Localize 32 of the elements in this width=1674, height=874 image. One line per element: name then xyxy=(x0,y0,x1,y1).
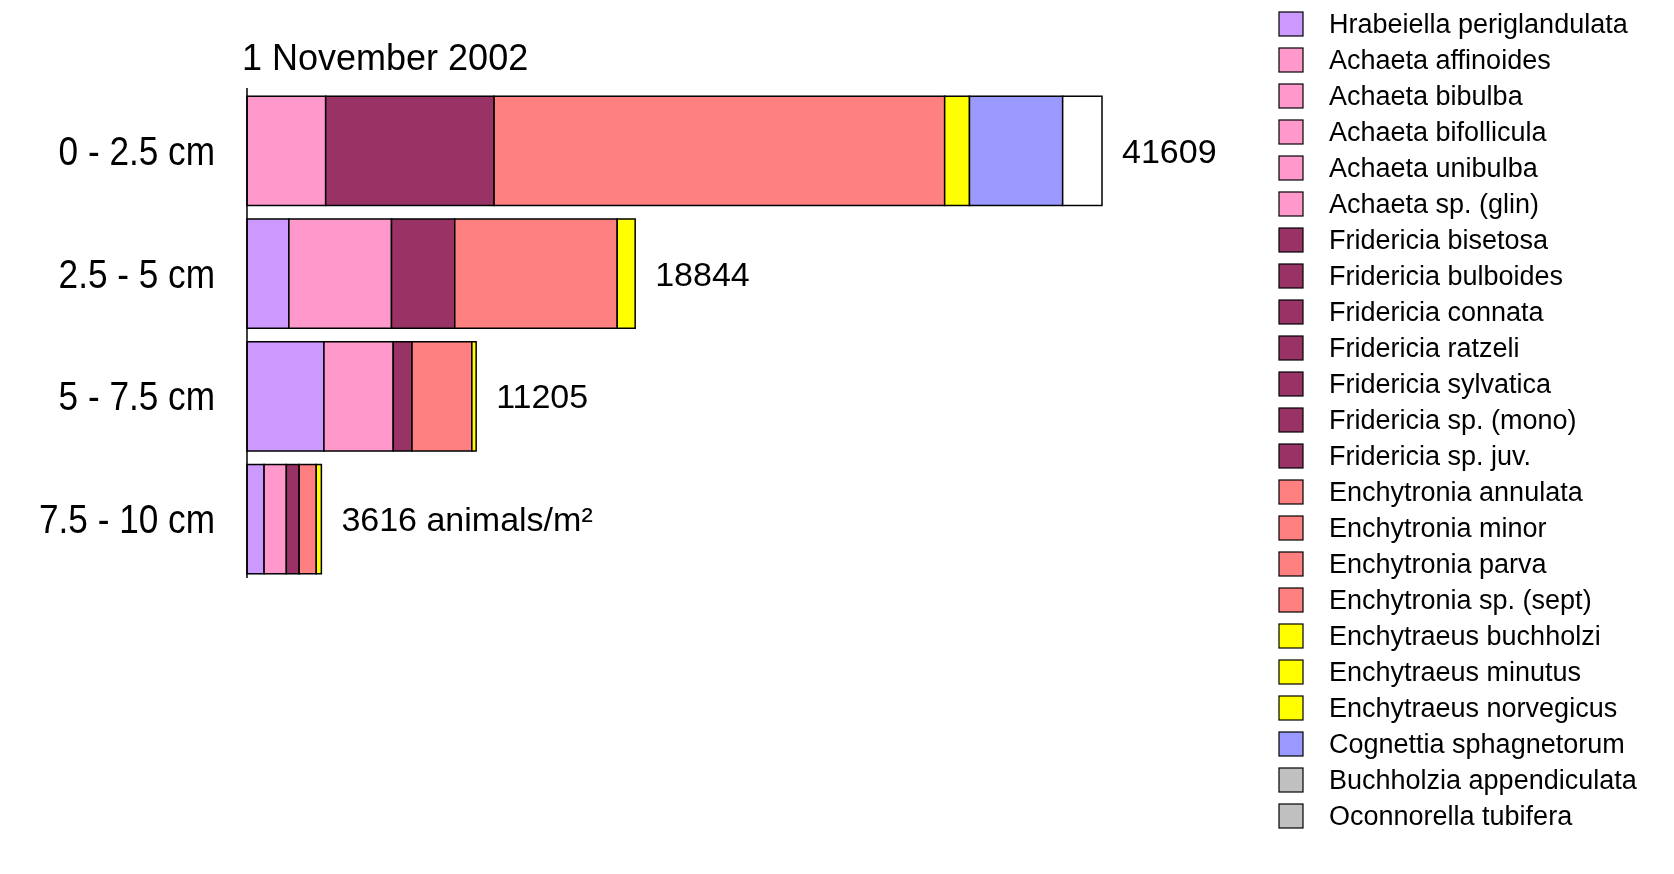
legend-label: Enchytronia annulata xyxy=(1329,477,1584,508)
legend-label: Oconnorella tubifera xyxy=(1329,801,1574,832)
legend-label: Fridericia bulboides xyxy=(1329,261,1564,292)
legend-label: Achaeta affinoides xyxy=(1329,45,1551,76)
legend-label: Buchholzia appendiculata xyxy=(1329,765,1638,796)
legend-label: Cognettia sphagnetorum xyxy=(1329,729,1625,760)
legend-label: Enchytraeus norvegicus xyxy=(1329,693,1618,724)
y-tick-label: 5 - 7.5 cm xyxy=(58,374,215,419)
legend-label: Enchytronia parva xyxy=(1329,549,1548,580)
legend-label: Enchytraeus buchholzi xyxy=(1329,621,1601,652)
legend-label: Enchytronia minor xyxy=(1329,513,1547,544)
legend-label: Fridericia sp. juv. xyxy=(1329,441,1532,472)
legend-label: Fridericia sp. (mono) xyxy=(1329,405,1577,436)
legend-label: Fridericia connata xyxy=(1329,297,1545,328)
chart-title: 1 November 2002 xyxy=(242,37,529,78)
legend-label: Achaeta bifollicula xyxy=(1329,117,1548,148)
legend-label: Achaeta sp. (glin) xyxy=(1329,189,1540,220)
legend-label: Achaeta bibulba xyxy=(1329,81,1524,112)
annotation: 41609 xyxy=(1122,131,1217,170)
legend-label: Achaeta unibulba xyxy=(1329,153,1539,184)
legend-label: Enchytraeus minutus xyxy=(1329,657,1582,688)
annotation: 11205 xyxy=(496,377,589,416)
y-tick-label: 2.5 - 5 cm xyxy=(58,251,215,297)
annotation: 3616 animals/m² xyxy=(341,500,593,539)
legend-label: Fridericia sylvatica xyxy=(1329,369,1553,400)
legend-label: Fridericia bisetosa xyxy=(1329,225,1550,256)
annotation: 18844 xyxy=(655,254,750,293)
legend-label: Enchytronia sp. (sept) xyxy=(1329,585,1592,616)
legend-label: Fridericia ratzeli xyxy=(1329,333,1520,364)
legend-label: Hrabeiella periglandulata xyxy=(1329,9,1629,40)
y-tick-label: 7.5 - 10 cm xyxy=(39,497,215,542)
y-tick-label: 0 - 2.5 cm xyxy=(58,128,215,174)
